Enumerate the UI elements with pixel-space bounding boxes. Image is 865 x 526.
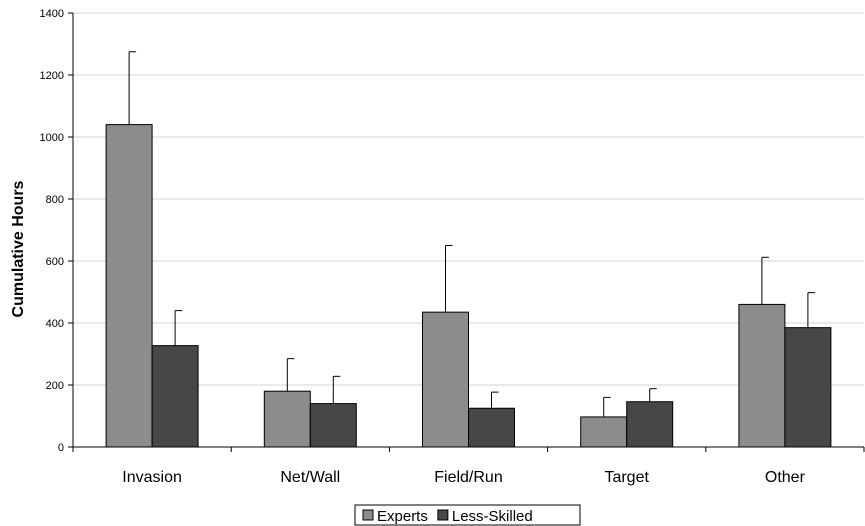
bar-less-skilled xyxy=(784,327,832,448)
bar-experts xyxy=(738,303,786,448)
axis-labels: 0 200 400 600 800 1000 1200 1400 Invasion Net/Wal… xyxy=(40,8,806,486)
y-tick-label: 600 xyxy=(46,256,64,268)
bar-experts xyxy=(422,311,469,448)
error-bars xyxy=(128,51,815,417)
y-tick-label: 400 xyxy=(46,318,64,330)
legend-label: Less-Skilled xyxy=(452,508,533,525)
bars xyxy=(105,124,832,448)
axes xyxy=(68,12,865,452)
x-category-label: Other xyxy=(765,469,806,486)
y-tick-label: 800 xyxy=(46,194,64,206)
x-category-label: Field/Run xyxy=(434,469,502,486)
y-tick-label: 200 xyxy=(46,380,64,392)
bar-less-skilled xyxy=(626,401,674,448)
bar-experts xyxy=(263,390,311,448)
bar-less-skilled xyxy=(468,407,515,448)
legend-box xyxy=(354,504,581,526)
x-category-label: Target xyxy=(604,469,649,486)
y-tick-label: 0 xyxy=(58,442,64,454)
legend-swatch xyxy=(362,509,374,521)
y-tick-label: 1000 xyxy=(40,132,64,144)
gridlines xyxy=(73,12,864,386)
bar-experts xyxy=(105,124,153,448)
legend: Experts Less-Skilled xyxy=(354,504,581,526)
y-axis-title: Cumulative Hours xyxy=(10,180,27,317)
y-tick-label: 1200 xyxy=(40,70,64,82)
legend-swatch xyxy=(437,509,449,521)
bar-experts xyxy=(580,416,628,448)
bar-less-skilled xyxy=(151,345,199,448)
bar-less-skilled xyxy=(309,403,357,448)
x-category-label: Net/Wall xyxy=(280,469,340,486)
y-tick-label: 1400 xyxy=(40,8,64,20)
legend-label: Experts xyxy=(377,508,428,525)
x-category-label: Invasion xyxy=(122,469,182,486)
